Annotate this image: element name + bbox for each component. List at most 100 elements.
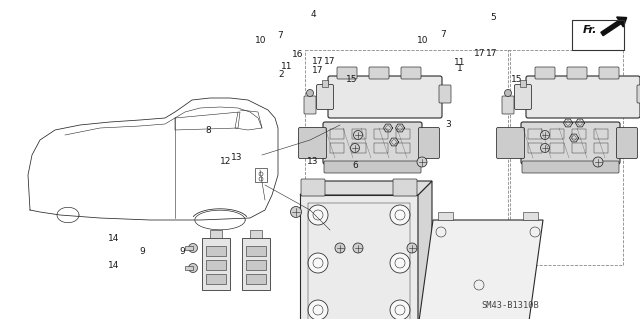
Bar: [202, 238, 230, 290]
FancyBboxPatch shape: [337, 67, 357, 79]
Circle shape: [390, 300, 410, 319]
Bar: [528, 129, 542, 139]
FancyBboxPatch shape: [393, 179, 417, 196]
Bar: [246, 246, 266, 256]
Circle shape: [308, 300, 328, 319]
Text: 8: 8: [205, 126, 211, 135]
Text: 4: 4: [311, 10, 316, 19]
FancyBboxPatch shape: [323, 122, 422, 164]
Text: 11: 11: [454, 58, 465, 67]
Circle shape: [308, 205, 328, 225]
Text: 11: 11: [281, 63, 292, 71]
Circle shape: [417, 157, 427, 167]
Text: 17: 17: [312, 57, 324, 66]
FancyBboxPatch shape: [439, 85, 451, 103]
FancyBboxPatch shape: [301, 179, 325, 196]
Circle shape: [407, 243, 417, 253]
Polygon shape: [415, 220, 543, 319]
FancyBboxPatch shape: [515, 85, 531, 109]
Circle shape: [390, 205, 410, 225]
Bar: [594, 129, 608, 139]
Bar: [520, 80, 526, 87]
Text: 17: 17: [486, 49, 497, 58]
Circle shape: [541, 144, 550, 152]
Circle shape: [353, 243, 363, 253]
Bar: [242, 238, 270, 290]
FancyBboxPatch shape: [599, 67, 619, 79]
Bar: [206, 274, 226, 284]
Bar: [330, 129, 344, 139]
Bar: [330, 143, 344, 153]
Bar: [206, 260, 226, 270]
Bar: [352, 129, 366, 139]
Text: 15: 15: [511, 75, 523, 84]
Bar: [250, 230, 262, 238]
FancyBboxPatch shape: [502, 96, 514, 114]
Text: 17: 17: [324, 57, 335, 66]
FancyBboxPatch shape: [526, 76, 640, 118]
Bar: [396, 129, 410, 139]
Circle shape: [390, 253, 410, 273]
Polygon shape: [300, 181, 432, 195]
FancyBboxPatch shape: [369, 67, 389, 79]
FancyBboxPatch shape: [637, 85, 640, 103]
Circle shape: [189, 263, 198, 272]
Bar: [185, 246, 193, 250]
Bar: [572, 143, 586, 153]
Circle shape: [189, 243, 198, 253]
Polygon shape: [418, 181, 432, 319]
Circle shape: [308, 253, 328, 273]
Text: 17: 17: [312, 66, 324, 75]
Text: 10: 10: [417, 36, 428, 45]
FancyBboxPatch shape: [324, 161, 421, 173]
Text: 12: 12: [220, 157, 231, 166]
FancyBboxPatch shape: [567, 67, 587, 79]
Bar: [246, 274, 266, 284]
Bar: [322, 80, 328, 87]
Text: 9: 9: [180, 247, 185, 256]
FancyBboxPatch shape: [521, 122, 620, 164]
Bar: [594, 143, 608, 153]
Circle shape: [541, 130, 550, 139]
Text: 2: 2: [279, 70, 284, 78]
Bar: [572, 20, 624, 50]
FancyBboxPatch shape: [304, 96, 316, 114]
Bar: [352, 143, 366, 153]
Circle shape: [504, 90, 511, 97]
Bar: [308, 203, 410, 319]
Bar: [305, 50, 510, 265]
Bar: [508, 50, 623, 265]
Text: 13: 13: [231, 153, 243, 162]
FancyBboxPatch shape: [497, 128, 525, 159]
Bar: [374, 143, 388, 153]
Text: 7: 7: [441, 30, 446, 39]
FancyBboxPatch shape: [401, 67, 421, 79]
Circle shape: [353, 130, 362, 139]
Circle shape: [307, 90, 314, 97]
FancyBboxPatch shape: [616, 128, 637, 159]
Circle shape: [593, 157, 603, 167]
Circle shape: [335, 243, 345, 253]
FancyBboxPatch shape: [317, 85, 333, 109]
Text: 17: 17: [474, 49, 486, 58]
Text: SM43-B1310B: SM43-B1310B: [481, 300, 539, 309]
Bar: [572, 129, 586, 139]
Text: 6: 6: [353, 161, 358, 170]
Text: 1: 1: [457, 64, 462, 73]
FancyArrow shape: [601, 17, 627, 36]
Text: 5: 5: [490, 13, 495, 22]
FancyBboxPatch shape: [298, 128, 326, 159]
Circle shape: [351, 144, 360, 152]
Text: 14: 14: [108, 261, 120, 270]
Bar: [185, 266, 193, 270]
Bar: [550, 129, 564, 139]
Bar: [206, 246, 226, 256]
Bar: [523, 212, 538, 220]
Text: 7: 7: [278, 31, 283, 40]
Bar: [550, 143, 564, 153]
Text: 15: 15: [346, 75, 358, 84]
FancyBboxPatch shape: [535, 67, 555, 79]
Text: 13: 13: [307, 157, 318, 166]
Text: 9: 9: [140, 247, 145, 256]
Text: 3: 3: [445, 120, 451, 129]
